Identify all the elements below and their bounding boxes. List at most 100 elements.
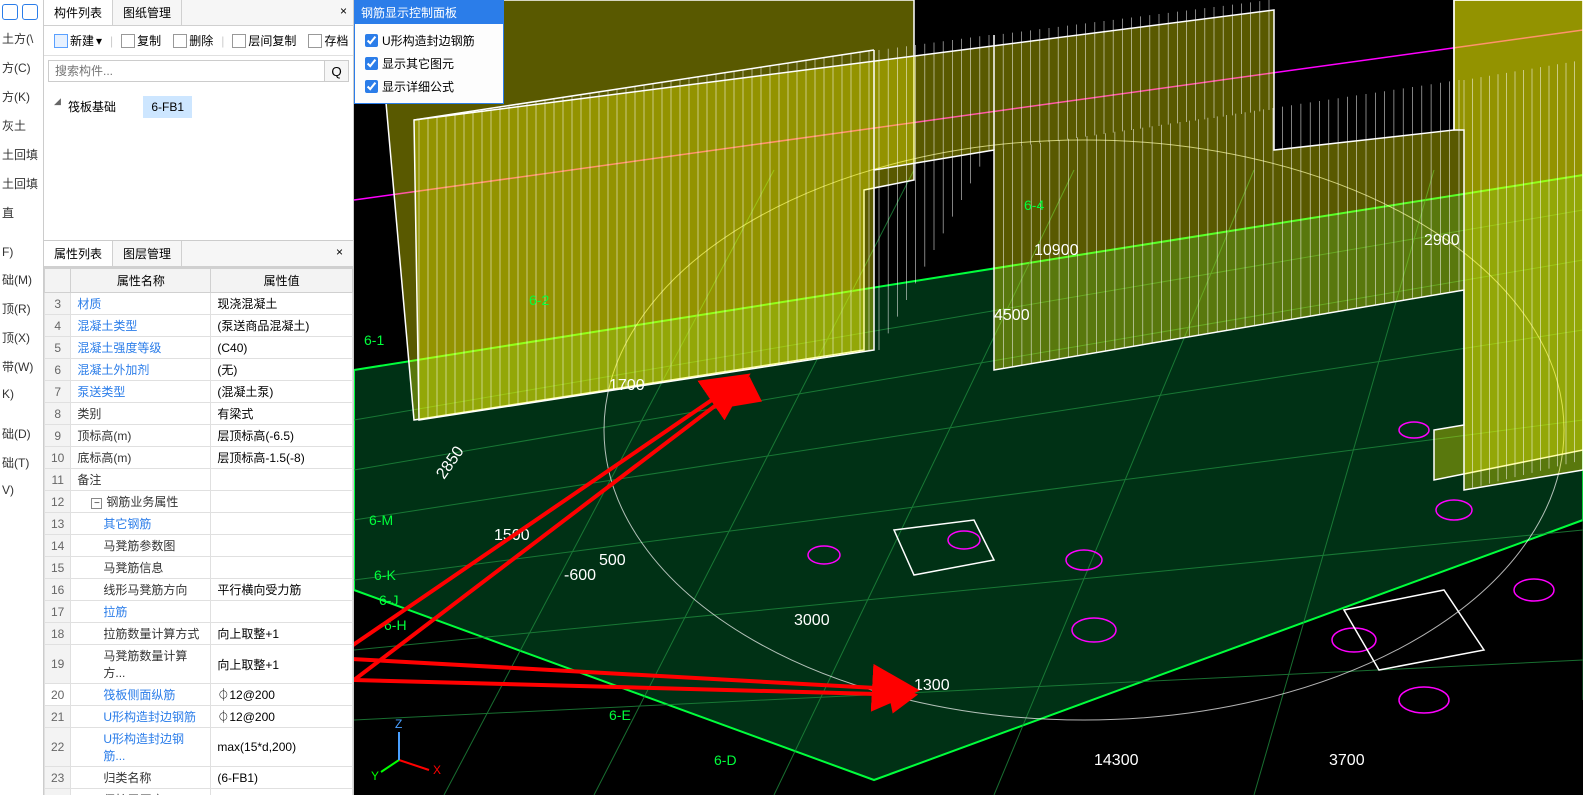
svg-text:6-K: 6-K xyxy=(374,567,396,583)
svg-text:Y: Y xyxy=(371,769,379,783)
col-value: 属性值 xyxy=(211,269,353,293)
svg-text:6-H: 6-H xyxy=(384,617,407,633)
display-option[interactable]: U形构造封边钢筋 xyxy=(365,32,493,49)
svg-text:1700: 1700 xyxy=(609,377,645,394)
property-row[interactable]: 8类别有梁式 xyxy=(45,403,353,425)
viewport-canvas: 1700 4500 10900 2900 1500 500 -600 3000 … xyxy=(354,0,1583,795)
property-row[interactable]: 11备注 xyxy=(45,469,353,491)
leftbar-item[interactable]: 方(C) xyxy=(0,53,43,82)
mid-panel: 构件列表 图纸管理 × 新建 ▾ | 复制 删除 | 层间复制 存档 » Q 筏… xyxy=(44,0,354,795)
property-row[interactable]: 7泵送类型(混凝土泵) xyxy=(45,381,353,403)
display-option[interactable]: 显示其它图元 xyxy=(365,55,493,72)
property-row[interactable]: 5混凝土强度等级(C40) xyxy=(45,337,353,359)
floorcopy-button[interactable]: 层间复制 xyxy=(228,30,300,51)
left-category-bar: 土方(\方(C)方(K)灰土土回填土回填直F)础(M)顶(R)顶(X)带(W)K… xyxy=(0,0,44,795)
svg-text:-600: -600 xyxy=(564,567,596,584)
leftbar-item[interactable]: 顶(X) xyxy=(0,323,43,352)
svg-text:6-1: 6-1 xyxy=(364,332,384,348)
leftbar-item[interactable]: 顶(R) xyxy=(0,294,43,323)
svg-text:10900: 10900 xyxy=(1034,242,1079,259)
display-option[interactable]: 显示详细公式 xyxy=(365,78,493,95)
leftbar-item[interactable]: 础(T) xyxy=(0,448,43,477)
property-row[interactable]: 3材质现浇混凝土 xyxy=(45,293,353,315)
tab-attributes[interactable]: 属性列表 xyxy=(44,241,113,266)
view-icon[interactable] xyxy=(2,4,18,20)
components-tabs: 构件列表 图纸管理 × xyxy=(44,0,353,26)
svg-text:Z: Z xyxy=(395,717,402,731)
svg-text:6-M: 6-M xyxy=(369,512,393,528)
property-row[interactable]: 23归类名称(6-FB1) xyxy=(45,767,353,789)
svg-text:1500: 1500 xyxy=(494,527,530,544)
tab-drawing-mgmt[interactable]: 图纸管理 xyxy=(113,0,182,25)
leftbar-item[interactable]: V) xyxy=(0,477,43,503)
component-tree[interactable]: 筏板基础 6-FB1 xyxy=(44,86,353,241)
panel-close-icon[interactable]: × xyxy=(326,241,353,266)
svg-text:1300: 1300 xyxy=(914,677,950,694)
leftbar-item[interactable] xyxy=(0,407,43,419)
property-row[interactable]: 4混凝土类型(泵送商品混凝土) xyxy=(45,315,353,337)
svg-text:2900: 2900 xyxy=(1424,232,1460,249)
leftbar-item[interactable]: 灰土 xyxy=(0,111,43,140)
leftbar-item[interactable]: K) xyxy=(0,381,43,407)
properties-grid[interactable]: 属性名称 属性值 3材质现浇混凝土4混凝土类型(泵送商品混凝土)5混凝土强度等级… xyxy=(44,267,353,795)
component-search: Q xyxy=(48,60,349,82)
archive-button[interactable]: 存档 xyxy=(304,30,352,51)
svg-text:500: 500 xyxy=(599,552,626,569)
panel-menu-icon[interactable]: × xyxy=(330,0,353,25)
leftbar-item[interactable]: 土方(\ xyxy=(0,24,43,53)
property-row[interactable]: 13其它钢筋 xyxy=(45,513,353,535)
leftbar-item[interactable]: 土回填 xyxy=(0,140,43,169)
svg-text:4500: 4500 xyxy=(994,307,1030,324)
leftbar-item[interactable]: F) xyxy=(0,239,43,265)
tab-layers[interactable]: 图层管理 xyxy=(113,241,182,266)
svg-text:X: X xyxy=(433,763,441,777)
checkbox[interactable] xyxy=(365,34,378,47)
search-button[interactable]: Q xyxy=(325,60,349,82)
col-name: 属性名称 xyxy=(71,269,211,293)
tree-child-selected[interactable]: 6-FB1 xyxy=(143,96,192,118)
svg-text:3700: 3700 xyxy=(1329,752,1365,769)
property-row[interactable]: 18拉筋数量计算方式向上取整+1 xyxy=(45,623,353,645)
property-row[interactable]: 21U形构造封边钢筋⏀12@200 xyxy=(45,706,353,728)
property-row[interactable]: 22U形构造封边钢筋...max(15*d,200) xyxy=(45,728,353,767)
leftbar-item[interactable]: 带(W) xyxy=(0,352,43,381)
grid-icon[interactable] xyxy=(22,4,38,20)
svg-text:6-2: 6-2 xyxy=(529,292,549,308)
leftbar-item[interactable]: 土回填 xyxy=(0,169,43,198)
svg-text:6-J: 6-J xyxy=(379,592,398,608)
properties-tabs: 属性列表 图层管理 × xyxy=(44,241,353,267)
leftbar-item[interactable]: 础(M) xyxy=(0,265,43,294)
properties-panel: 属性列表 图层管理 × 属性名称 属性值 3材质现浇混凝土4混凝土类型(泵送商品… xyxy=(44,241,353,795)
search-input[interactable] xyxy=(48,60,325,82)
property-row[interactable]: 16线形马凳筋方向平行横向受力筋 xyxy=(45,579,353,601)
tab-component-list[interactable]: 构件列表 xyxy=(44,0,113,25)
leftbar-item[interactable] xyxy=(0,227,43,239)
svg-text:6-D: 6-D xyxy=(714,752,737,768)
panel-title: 钢筋显示控制面板 xyxy=(355,1,503,24)
rebar-display-panel[interactable]: 钢筋显示控制面板 U形构造封边钢筋 显示其它图元 显示详细公式 xyxy=(354,0,504,104)
property-row[interactable]: 17拉筋 xyxy=(45,601,353,623)
checkbox[interactable] xyxy=(365,80,378,93)
delete-button[interactable]: 删除 xyxy=(169,30,217,51)
copy-button[interactable]: 复制 xyxy=(117,30,165,51)
property-row[interactable]: 24保护层厚度(mm)(40) xyxy=(45,789,353,795)
leftbar-item[interactable]: 直 xyxy=(0,198,43,227)
property-row[interactable]: 19马凳筋数量计算方...向上取整+1 xyxy=(45,645,353,684)
checkbox[interactable] xyxy=(365,57,378,70)
svg-text:14300: 14300 xyxy=(1094,752,1139,769)
property-row[interactable]: 9顶标高(m)层顶标高(-6.5) xyxy=(45,425,353,447)
3d-viewport[interactable]: 钢筋显示控制面板 U形构造封边钢筋 显示其它图元 显示详细公式 xyxy=(354,0,1583,795)
property-row[interactable]: 14马凳筋参数图 xyxy=(45,535,353,557)
leftbar-item[interactable]: 础(D) xyxy=(0,419,43,448)
svg-text:6-E: 6-E xyxy=(609,707,631,723)
property-row[interactable]: 6混凝土外加剂(无) xyxy=(45,359,353,381)
property-row[interactable]: 12−钢筋业务属性 xyxy=(45,491,353,513)
svg-text:6-4: 6-4 xyxy=(1024,197,1044,213)
leftbar-top-icons xyxy=(0,0,43,24)
property-row[interactable]: 15马凳筋信息 xyxy=(45,557,353,579)
property-row[interactable]: 20筏板侧面纵筋⏀12@200 xyxy=(45,684,353,706)
property-row[interactable]: 10底标高(m)层顶标高-1.5(-8) xyxy=(45,447,353,469)
tree-root[interactable]: 筏板基础 6-FB1 xyxy=(54,92,343,118)
new-button[interactable]: 新建 ▾ xyxy=(50,30,106,51)
leftbar-item[interactable]: 方(K) xyxy=(0,82,43,111)
